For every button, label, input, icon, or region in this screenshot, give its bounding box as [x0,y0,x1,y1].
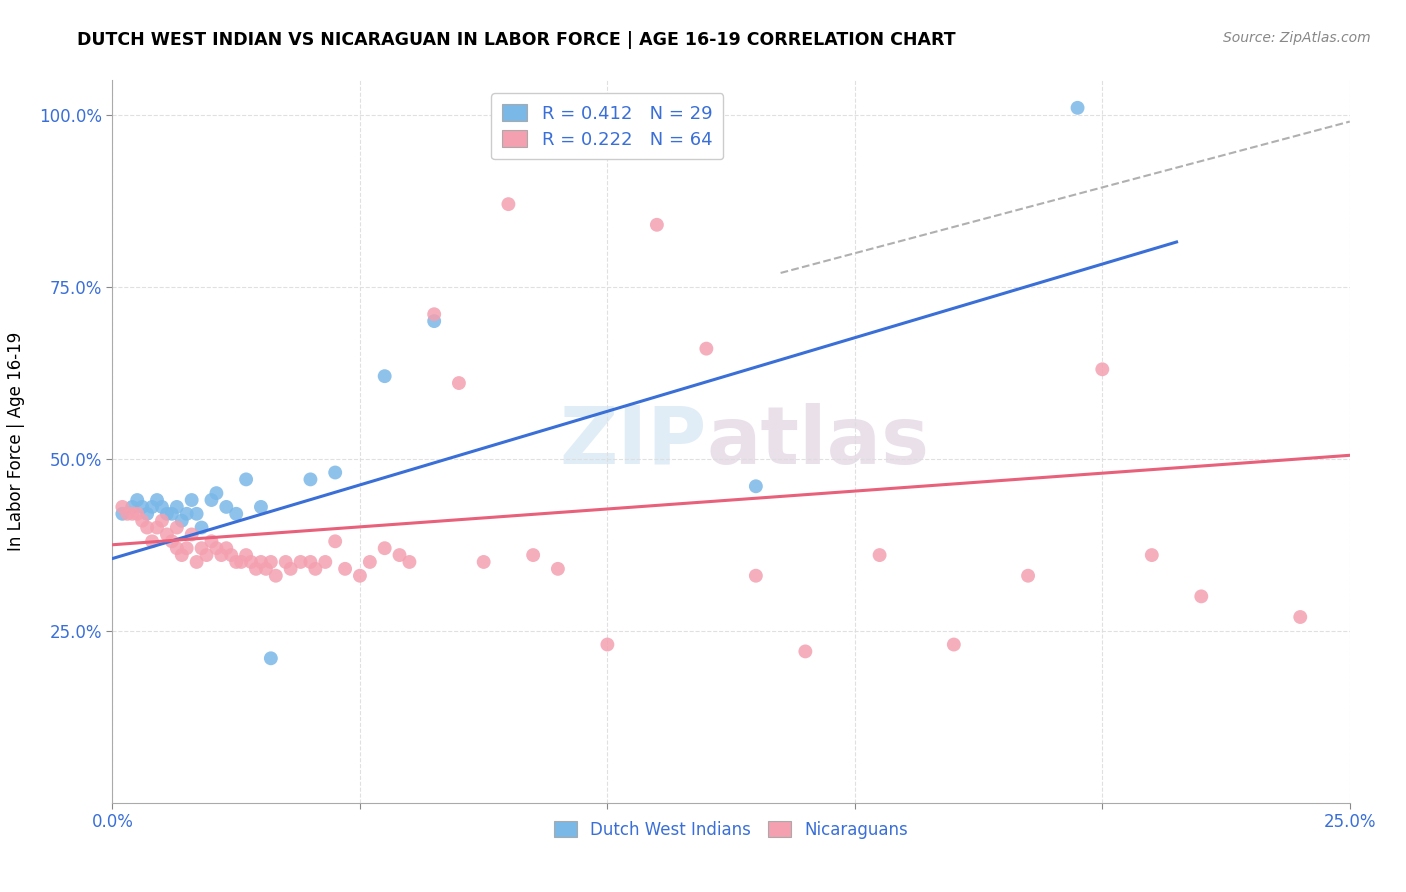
Point [1017,568,1039,582]
Point [176,541,198,556]
Point [215,541,238,556]
Point [323,466,346,480]
Point [522,548,544,562]
Point [240,555,263,569]
Point [166,500,188,514]
Point [498,197,520,211]
Point [186,555,208,569]
Point [190,541,212,556]
Point [200,493,222,508]
Point [170,548,193,562]
Point [121,507,143,521]
Point [695,342,717,356]
Point [121,500,143,514]
Point [111,500,134,514]
Point [374,369,396,384]
Point [745,568,768,582]
Legend: Dutch West Indians, Nicaraguans: Dutch West Indians, Nicaraguans [544,811,918,848]
Point [869,548,891,562]
Point [215,500,238,514]
Point [180,493,202,508]
Point [254,562,277,576]
Point [323,534,346,549]
Point [280,562,302,576]
Point [205,486,228,500]
Point [274,555,297,569]
Text: atlas: atlas [706,402,929,481]
Point [146,520,169,534]
Point [645,218,668,232]
Point [146,493,169,508]
Point [235,472,257,486]
Point [136,507,159,521]
Point [160,507,183,521]
Point [195,548,218,562]
Point [547,562,569,576]
Point [180,527,202,541]
Point [745,479,768,493]
Point [141,500,163,514]
Point [1189,590,1212,604]
Point [150,500,173,514]
Point [349,568,371,582]
Point [359,555,381,569]
Point [374,541,396,556]
Text: DUTCH WEST INDIAN VS NICARAGUAN IN LABOR FORCE | AGE 16-19 CORRELATION CHART: DUTCH WEST INDIAN VS NICARAGUAN IN LABOR… [77,31,956,49]
Point [290,555,312,569]
Point [127,507,149,521]
Point [205,541,228,556]
Point [200,534,222,549]
Point [235,548,257,562]
Text: Source: ZipAtlas.com: Source: ZipAtlas.com [1223,31,1371,45]
Point [219,548,242,562]
Point [190,520,212,534]
Point [225,507,247,521]
Point [111,507,134,521]
Point [117,507,139,521]
Point [209,548,232,562]
Point [299,472,322,486]
Point [472,555,495,569]
Point [225,555,247,569]
Point [156,507,179,521]
Point [1091,362,1114,376]
Point [1066,101,1088,115]
Y-axis label: In Labor Force | Age 16-19: In Labor Force | Age 16-19 [7,332,25,551]
Point [245,562,267,576]
Point [388,548,411,562]
Point [170,514,193,528]
Point [186,507,208,521]
Point [160,534,183,549]
Point [304,562,326,576]
Point [264,568,287,582]
Point [136,520,159,534]
Point [398,555,420,569]
Point [131,514,153,528]
Point [250,500,273,514]
Point [333,562,356,576]
Point [141,534,163,549]
Point [166,520,188,534]
Point [423,314,446,328]
Point [131,500,153,514]
Point [1289,610,1312,624]
Point [596,638,619,652]
Text: ZIP: ZIP [560,402,706,481]
Point [260,651,283,665]
Point [250,555,273,569]
Point [423,307,446,321]
Point [156,527,179,541]
Point [176,507,198,521]
Point [127,493,149,508]
Point [942,638,965,652]
Point [299,555,322,569]
Point [1140,548,1163,562]
Point [794,644,817,658]
Point [260,555,283,569]
Point [231,555,253,569]
Point [150,514,173,528]
Point [166,541,188,556]
Point [314,555,336,569]
Point [447,376,470,390]
